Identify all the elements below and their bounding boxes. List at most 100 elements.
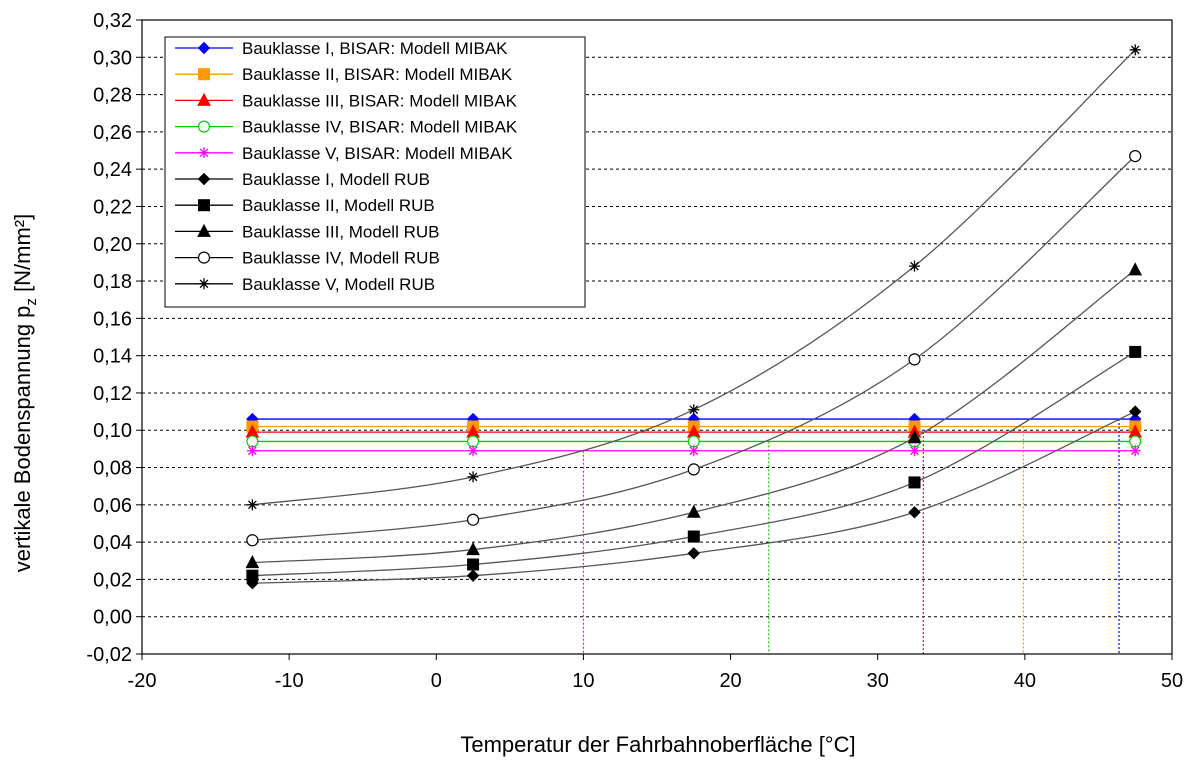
star-marker bbox=[1129, 44, 1141, 56]
star-marker bbox=[467, 471, 479, 483]
y-tick-label: 0,12 bbox=[93, 383, 132, 405]
series-5 bbox=[246, 445, 1141, 457]
series-layer bbox=[245, 44, 1143, 590]
triangle-marker bbox=[197, 223, 211, 237]
x-tick-label: 0 bbox=[431, 670, 442, 692]
series-line bbox=[252, 155, 1136, 541]
y-tick-label: 0,30 bbox=[93, 47, 132, 69]
y-tick-label: -0,02 bbox=[86, 644, 132, 666]
y-tick-label: 0,22 bbox=[93, 196, 132, 218]
x-tick-label: 40 bbox=[1014, 670, 1036, 692]
y-tick-label: 0,18 bbox=[93, 271, 132, 293]
legend-label: Bauklasse III, Modell RUB bbox=[242, 222, 439, 241]
circle-marker bbox=[687, 463, 700, 476]
y-axis-title-subscript: z bbox=[23, 298, 40, 306]
x-tick-label: -10 bbox=[275, 670, 304, 692]
triangle-marker bbox=[1128, 262, 1143, 276]
y-tick-label: 0,32 bbox=[93, 10, 132, 32]
legend: Bauklasse I, BISAR: Modell MIBAK Bauklass… bbox=[164, 36, 586, 308]
series-8 bbox=[245, 262, 1143, 569]
star-marker bbox=[198, 278, 210, 290]
legend-item: Bauklasse V, BISAR: Modell MIBAK bbox=[175, 144, 513, 163]
circle-marker bbox=[197, 120, 211, 133]
legend-item: Bauklasse V, Modell RUB bbox=[175, 275, 435, 294]
star-marker bbox=[246, 499, 258, 511]
series-6 bbox=[246, 405, 1142, 590]
legend-box bbox=[164, 36, 586, 308]
star-marker bbox=[198, 147, 210, 159]
x-tick-label: 30 bbox=[867, 670, 889, 692]
legend-item: Bauklasse II, BISAR: Modell MIBAK bbox=[175, 65, 513, 84]
legend-label: Bauklasse I, Modell RUB bbox=[242, 170, 430, 189]
triangle-marker bbox=[466, 541, 480, 556]
y-axis-title-unit: [N/mm²] bbox=[10, 214, 35, 298]
legend-label: Bauklasse IV, Modell RUB bbox=[242, 249, 440, 268]
y-axis-ticks: -0,02 0,00 0,02 0,04 0,06 0,08 0,10 0,12 0,14 0,1… bbox=[86, 10, 142, 666]
y-tick-label: 0,20 bbox=[93, 234, 132, 256]
legend-item: Bauklasse IV, BISAR: Modell MIBAK bbox=[175, 118, 518, 137]
x-tick-label: 50 bbox=[1161, 670, 1183, 692]
diamond-marker bbox=[1129, 405, 1142, 418]
star-marker bbox=[688, 404, 700, 416]
y-tick-label: 0,04 bbox=[93, 532, 132, 554]
legend-item: Bauklasse II, Modell RUB bbox=[175, 196, 435, 215]
circle-marker bbox=[197, 251, 211, 264]
series-9 bbox=[246, 150, 1142, 547]
series-line bbox=[252, 351, 1136, 577]
legend-item: Bauklasse III, BISAR: Modell MIBAK bbox=[175, 91, 518, 110]
square-marker bbox=[198, 199, 210, 212]
legend-label: Bauklasse III, BISAR: Modell MIBAK bbox=[242, 91, 518, 110]
star-marker bbox=[909, 445, 920, 457]
diamond-marker bbox=[687, 547, 700, 560]
star-marker bbox=[688, 445, 700, 457]
triangle-marker bbox=[245, 555, 260, 569]
y-tick-label: 0,02 bbox=[93, 569, 132, 591]
triangle-marker bbox=[907, 430, 922, 444]
square-marker bbox=[246, 569, 259, 582]
triangle-marker bbox=[686, 504, 701, 518]
y-tick-label: 0,26 bbox=[93, 122, 132, 144]
y-tick-label: 0,14 bbox=[93, 346, 132, 368]
series-7 bbox=[246, 345, 1142, 582]
circle-marker bbox=[246, 534, 259, 547]
plot-area-frame bbox=[141, 19, 1173, 655]
y-tick-label: 0,08 bbox=[93, 458, 132, 480]
square-marker bbox=[467, 558, 480, 571]
diamond-marker bbox=[908, 506, 921, 519]
legend-label: Bauklasse V, Modell RUB bbox=[242, 275, 435, 294]
square-marker bbox=[198, 68, 210, 81]
legend-label: Bauklasse V, BISAR: Modell MIBAK bbox=[242, 144, 513, 163]
x-axis-title: Temperatur der Fahrbahnoberfläche [°C] bbox=[460, 732, 855, 757]
circle-marker bbox=[466, 513, 480, 526]
y-tick-label: 0,24 bbox=[93, 159, 132, 181]
x-axis-ticks: -20 -10 0 10 20 30 40 50 bbox=[128, 654, 1183, 692]
square-marker bbox=[908, 476, 921, 489]
triangle-marker bbox=[197, 92, 211, 106]
x-tick-label: 10 bbox=[572, 670, 594, 692]
grid-lines bbox=[142, 56, 1172, 618]
legend-label: Bauklasse II, BISAR: Modell MIBAK bbox=[242, 65, 513, 84]
legend-item: Bauklasse III, Modell RUB bbox=[175, 222, 439, 241]
legend-label: Bauklasse I, BISAR: Modell MIBAK bbox=[242, 39, 508, 58]
diamond-marker bbox=[197, 41, 211, 55]
star-marker bbox=[246, 445, 258, 457]
x-tick-label: -20 bbox=[128, 670, 157, 692]
square-marker bbox=[687, 530, 700, 543]
star-marker bbox=[467, 445, 479, 457]
legend-item: Bauklasse I, BISAR: Modell MIBAK bbox=[175, 39, 508, 58]
square-marker bbox=[1129, 345, 1142, 358]
series-line bbox=[252, 269, 1136, 564]
series-line bbox=[252, 49, 1136, 506]
legend-item: Bauklasse I, Modell RUB bbox=[175, 170, 430, 189]
star-marker bbox=[909, 260, 920, 272]
series-10 bbox=[246, 44, 1141, 511]
legend-label: Bauklasse II, Modell RUB bbox=[242, 196, 435, 215]
y-axis-title-main: vertikale Bodenspannung p bbox=[10, 306, 35, 573]
legend-label: Bauklasse IV, BISAR: Modell MIBAK bbox=[242, 118, 518, 137]
intersection-lines bbox=[582, 419, 1120, 654]
diamond-marker bbox=[197, 172, 211, 186]
series-4 bbox=[246, 435, 1142, 448]
y-tick-label: 0,00 bbox=[93, 607, 132, 629]
y-tick-label: 0,10 bbox=[93, 420, 132, 442]
